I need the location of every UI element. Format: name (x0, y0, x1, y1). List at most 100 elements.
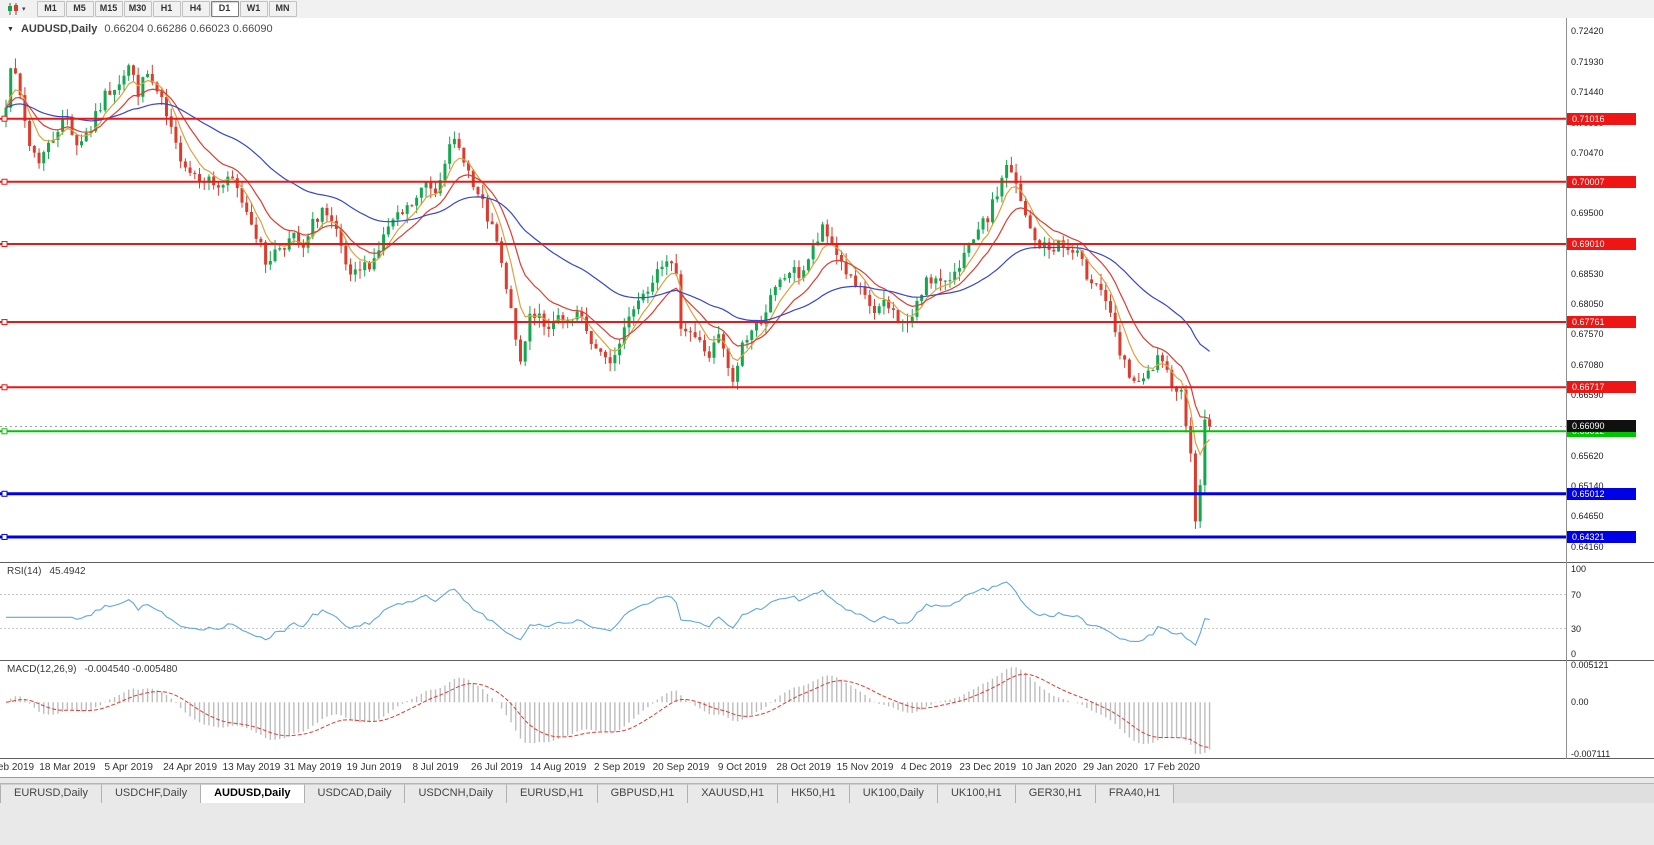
timeframe-button-mn[interactable]: MN (268, 1, 297, 17)
panel-separator[interactable] (0, 758, 1654, 759)
chart-type-icon[interactable]: ▾ (4, 2, 29, 16)
price-tick: 0.71930 (1571, 56, 1604, 67)
chart-tab-audusd-daily[interactable]: AUDUSD,Daily (201, 784, 305, 803)
ohlc-values: 0.66204 0.66286 0.66023 0.66090 (104, 23, 273, 35)
collapse-icon[interactable]: ▼ (7, 25, 14, 33)
timeframe-button-m5[interactable]: M5 (65, 1, 94, 17)
line-handle[interactable] (1, 428, 8, 435)
timeframe-button-h1[interactable]: H1 (152, 1, 181, 17)
timeframe-button-d1[interactable]: D1 (210, 1, 239, 17)
panel-separator[interactable] (0, 562, 1654, 563)
chart-tab-uk100-daily[interactable]: UK100,Daily (849, 784, 938, 803)
line-handle[interactable] (1, 533, 8, 540)
hline-price-tag: 0.65012 (1567, 487, 1636, 500)
candlestick-glyph (8, 3, 18, 15)
chart-tab-hk50-h1[interactable]: HK50,H1 (778, 784, 850, 803)
price-tick: 0.68530 (1571, 269, 1604, 279)
price-tick: 0.67080 (1571, 359, 1604, 370)
price-tick: 0.65620 (1571, 450, 1604, 461)
macd-axis[interactable]: 0.005121 0.00 -0.007111 (1567, 660, 1654, 759)
macd-panel: 0.005121 0.00 -0.007111 MACD(12,26,9) -0.0… (0, 660, 1654, 759)
ma-mid-line (5, 88, 1210, 420)
price-panel: 0.724200.719300.714400.709500.704700.699… (0, 18, 1654, 562)
date-tick-label: 10 Jan 2020 (1021, 762, 1077, 773)
toolbar: ▾ M1 M5 M15 M30 H1 H4 D1 W1 MN (0, 0, 1654, 19)
chart-tab-usdchf-daily[interactable]: USDCHF,Daily (101, 784, 202, 803)
date-tick-label: 20 Sep 2019 (652, 762, 710, 773)
chart-tab-gbpusd-h1[interactable]: GBPUSD,H1 (597, 784, 689, 803)
line-handle[interactable] (1, 490, 8, 497)
line-handle[interactable] (1, 115, 8, 122)
hline-price-tag: 0.70007 (1567, 175, 1636, 188)
hline-price-tag: 0.64321 (1567, 530, 1636, 543)
chart-tab-eurusd-daily[interactable]: EURUSD,Daily (0, 784, 102, 803)
rsi-tick: 30 (1571, 623, 1582, 634)
rsi-label: RSI(14) 45.4942 (7, 566, 86, 577)
rsi-plot[interactable] (0, 563, 1566, 660)
panel-separator[interactable] (0, 660, 1654, 661)
date-tick-label: 13 May 2019 (222, 762, 281, 773)
current-price-tag: 0.66090 (1567, 420, 1636, 433)
date-tick-label: 5 Apr 2019 (104, 762, 153, 773)
price-tick: 0.64160 (1571, 542, 1604, 552)
macd-values: -0.004540 -0.005480 (84, 664, 178, 675)
price-tick: 0.64650 (1571, 511, 1604, 522)
timeframe-button-h4[interactable]: H4 (181, 1, 210, 17)
line-handle[interactable] (1, 178, 8, 185)
date-tick-label: 8 Jul 2019 (412, 762, 459, 773)
date-axis[interactable]: 27 Feb 2019 18 Mar 2019 5 Apr 2019 24 Apr 2… (0, 759, 1654, 777)
timeframe-button-m15[interactable]: M15 (94, 1, 123, 17)
chart-title: ▼ AUDUSD,Daily 0.66204 0.66286 0.66023 0… (7, 23, 273, 35)
macd-tick: 0.00 (1571, 697, 1589, 708)
date-tick-label: 18 Mar 2019 (39, 762, 96, 773)
timeframe-button-m30[interactable]: M30 (123, 1, 152, 17)
date-tick-label: 14 Aug 2019 (530, 762, 587, 773)
candlestick-chart-plot[interactable] (0, 18, 1566, 562)
price-tick: 0.70470 (1571, 147, 1604, 158)
rsi-name: RSI(14) (7, 566, 42, 577)
chart-tab-xauusd-h1[interactable]: XAUUSD,H1 (688, 784, 779, 803)
timeframe-button-w1[interactable]: W1 (239, 1, 268, 17)
date-tick-label: 9 Oct 2019 (717, 762, 767, 773)
chart-tab-usdcad-daily[interactable]: USDCAD,Daily (304, 784, 406, 803)
price-axis[interactable]: 0.724200.719300.714400.709500.704700.699… (1567, 18, 1654, 562)
line-handle[interactable] (1, 241, 8, 248)
rsi-panel: 100 70 30 0 RSI(14) 45.4942 (0, 563, 1654, 660)
candlestick-series (4, 58, 1212, 529)
date-tick-label: 24 Apr 2019 (163, 762, 218, 773)
rsi-tick: 70 (1571, 589, 1582, 600)
timeframe-button-group: M1 M5 M15 M30 H1 H4 D1 W1 MN (36, 1, 298, 17)
chart-tab-uk100-h1[interactable]: UK100,H1 (937, 784, 1016, 803)
axis-divider (1566, 18, 1567, 759)
price-tick: 0.66590 (1571, 390, 1604, 401)
macd-plot[interactable] (0, 661, 1566, 758)
chevron-down-icon: ▾ (22, 6, 26, 13)
chart-window: 0.724200.719300.714400.709500.704700.699… (0, 18, 1654, 778)
date-tick-label: 2 Sep 2019 (594, 762, 646, 773)
chart-tab-fra40-h1[interactable]: FRA40,H1 (1095, 784, 1175, 803)
hline-price-tag: 0.69010 (1567, 238, 1636, 251)
date-tick-label: 19 Jun 2019 (346, 762, 402, 773)
rsi-axis[interactable]: 100 70 30 0 (1567, 563, 1654, 660)
macd-tick: 0.005121 (1571, 660, 1609, 670)
date-tick-label: 27 Feb 2019 (0, 762, 35, 773)
date-tick-label: 28 Oct 2019 (776, 762, 831, 773)
macd-signal-line (5, 673, 1210, 748)
price-tick: 0.72420 (1571, 25, 1604, 36)
date-tick-label: 29 Jan 2020 (1082, 762, 1138, 773)
rsi-value: 45.4942 (49, 566, 86, 577)
hline-price-tag: 0.66717 (1567, 381, 1636, 394)
ma-slow-line (5, 102, 1210, 352)
line-handle[interactable] (1, 384, 8, 391)
price-tick: 0.69500 (1571, 208, 1604, 219)
price-tick: 0.65140 (1571, 480, 1604, 491)
hline-price-tag: 0.71016 (1567, 112, 1636, 125)
chart-tab-eurusd-h1[interactable]: EURUSD,H1 (507, 784, 598, 803)
timeframe-button-m1[interactable]: M1 (36, 1, 65, 17)
chart-tab-usdcnh-daily[interactable]: USDCNH,Daily (405, 784, 508, 803)
date-tick-label: 26 Jul 2019 (471, 762, 523, 773)
line-handle[interactable] (1, 319, 8, 326)
date-tick-label: 17 Feb 2020 (1143, 762, 1200, 773)
chart-tab-ger30-h1[interactable]: GER30,H1 (1015, 784, 1096, 803)
chart-symbol-label: AUDUSD,Daily (20, 23, 98, 35)
